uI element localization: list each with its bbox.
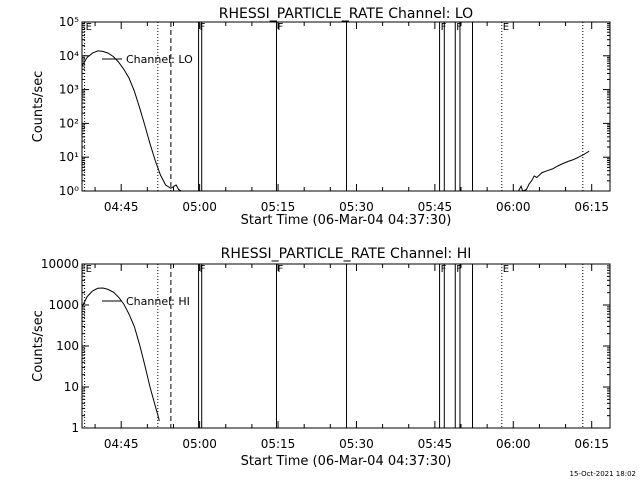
legend-label: Channel: HI bbox=[126, 295, 190, 308]
x-tick-label: 05:15 bbox=[261, 437, 296, 451]
hi-channel-panel: RHESSI_PARTICLE_RATE Channel: HIE F F F F E04… bbox=[31, 246, 611, 469]
x-tick-label: 05:15 bbox=[261, 200, 296, 214]
data-series-line bbox=[81, 50, 182, 192]
y-tick-label: 10 bbox=[64, 380, 79, 394]
event-marker-label: F bbox=[441, 264, 447, 275]
legend-label: Channel: LO bbox=[126, 53, 193, 66]
x-tick-label: 06:15 bbox=[574, 200, 609, 214]
event-marker-label: E bbox=[86, 264, 92, 275]
y-tick-label: 10³ bbox=[59, 83, 79, 97]
event-marker-label: F bbox=[456, 22, 462, 33]
y-tick-label: 10000 bbox=[41, 257, 79, 271]
y-tick-label: 1 bbox=[71, 421, 79, 435]
x-tick-label: 05:30 bbox=[339, 437, 374, 451]
y-tick-label: 10⁵ bbox=[59, 15, 79, 29]
x-axis-label: Start Time (06-Mar-04 04:37:30) bbox=[241, 454, 452, 469]
x-tick-label: 04:45 bbox=[104, 200, 139, 214]
event-marker-label: F bbox=[277, 22, 283, 33]
x-axis-label: Start Time (06-Mar-04 04:37:30) bbox=[241, 213, 452, 228]
chart-title: RHESSI_PARTICLE_RATE Channel: LO bbox=[219, 6, 473, 22]
x-tick-label: 05:00 bbox=[182, 200, 217, 214]
x-tick-label: 04:45 bbox=[104, 437, 139, 451]
x-tick-label: 05:30 bbox=[339, 200, 374, 214]
y-tick-label: 10⁴ bbox=[59, 49, 79, 63]
event-marker-label: F bbox=[456, 264, 462, 275]
event-marker-label: F bbox=[200, 22, 206, 33]
event-marker-label: E bbox=[503, 264, 509, 275]
y-tick-label: 1000 bbox=[48, 298, 79, 312]
y-tick-label: 10⁰ bbox=[59, 184, 79, 198]
x-tick-label: 06:00 bbox=[496, 200, 531, 214]
x-tick-label: 05:45 bbox=[418, 437, 453, 451]
plot-frame bbox=[81, 21, 611, 192]
event-marker-label: F bbox=[200, 264, 206, 275]
y-axis-label: Counts/sec bbox=[31, 310, 46, 382]
lo-channel-panel: RHESSI_PARTICLE_RATE Channel: LOE F F F F E04… bbox=[31, 6, 611, 228]
x-tick-label: 05:00 bbox=[182, 437, 217, 451]
y-tick-label: 10² bbox=[59, 116, 79, 130]
y-tick-label: 10¹ bbox=[59, 150, 79, 164]
y-axis-label: Counts/sec bbox=[31, 71, 46, 143]
generation-timestamp: 15-Oct-2021 18:02 bbox=[570, 470, 636, 478]
event-marker-label: E bbox=[503, 22, 509, 33]
chart-title: RHESSI_PARTICLE_RATE Channel: HI bbox=[221, 246, 472, 262]
event-marker-label: F bbox=[441, 22, 447, 33]
data-series-line bbox=[518, 150, 590, 192]
event-marker-label: F bbox=[277, 264, 283, 275]
x-tick-label: 06:00 bbox=[496, 437, 531, 451]
x-tick-label: 06:15 bbox=[574, 437, 609, 451]
event-marker-label: E bbox=[86, 22, 92, 33]
y-tick-label: 100 bbox=[56, 339, 79, 353]
x-tick-label: 05:45 bbox=[418, 200, 453, 214]
plot-frame bbox=[81, 263, 611, 429]
